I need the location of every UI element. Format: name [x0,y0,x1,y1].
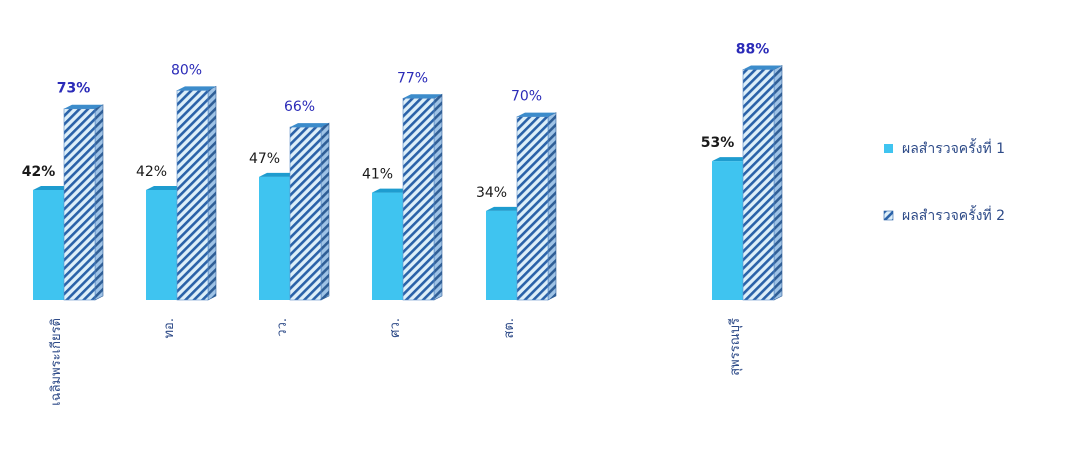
legend-swatch-1 [884,144,893,153]
bar-top [517,112,556,117]
bar-top [290,123,329,128]
bar-front [289,126,322,301]
bar-series2-2 [176,85,217,301]
bar-top [486,206,525,211]
bar-front [146,189,177,300]
bar-front [402,97,435,301]
value-labels-layer: 42% 73% 42% 80% 47% 66% 41% 77% 34% 70% 53% 88% [22,41,770,200]
bar-top [259,172,298,177]
bar-front [33,189,64,300]
bar-top [64,104,103,109]
bar-top [403,94,442,99]
bar-top [712,157,751,162]
bar-front [516,116,549,301]
value-label-series1-2: 42% [136,164,167,180]
value-label-series2-4: 77% [397,70,428,86]
bar-front [486,210,517,300]
bar-front [742,69,775,301]
bar-side [320,122,330,301]
category-label-6: สุพรรณบุรี [727,318,743,376]
value-label-series1-5: 34% [476,185,507,201]
bar-top [33,185,72,190]
bar-side [94,104,104,301]
bar-side [207,85,217,301]
legend-swatch-2 [883,210,894,221]
bar-side [547,112,557,301]
bar-front [712,161,743,300]
bar-front [176,90,209,301]
bars-layer [33,64,783,301]
value-label-series2-2: 80% [171,62,202,78]
bar-front [63,108,96,301]
bar-top [146,185,185,190]
bar-side [773,64,783,301]
category-labels-layer: เฉลิมพระเกียรติ ทอ. วว. ศว. สต. สุพรรณบุรี [48,318,743,406]
legend-label-1: ผลสำรวจครั้งที่ 1 [902,138,1005,157]
bar-series2-1 [63,104,104,301]
legend: ผลสำรวจครั้งที่ 1 ผลสำรวจครั้งที่ 2 [883,138,1005,224]
bar-series2-4 [402,93,443,301]
bar-series2-3 [289,122,330,301]
bar-series2-5 [516,112,557,301]
value-label-series1-3: 47% [249,151,280,167]
value-label-series2-3: 66% [284,99,315,115]
bar-side [433,93,443,301]
value-label-series2-1: 73% [57,81,91,97]
value-label-series1-6: 53% [701,135,735,151]
value-label-series2-5: 70% [511,89,542,105]
legend-label-2: ผลสำรวจครั้งที่ 2 [902,205,1005,224]
value-label-series2-6: 88% [736,41,770,57]
bar-top [372,188,411,193]
category-label-3: วว. [275,318,290,337]
value-label-series1-4: 41% [362,167,393,183]
category-label-1: เฉลิมพระเกียรติ [48,318,64,406]
category-label-4: ศว. [388,318,403,338]
bar-top [743,65,782,70]
bar-top [177,86,216,91]
bar-front [259,176,290,300]
bar-front [372,192,403,300]
legend-item-1: ผลสำรวจครั้งที่ 1 [884,138,1005,157]
category-label-2: ทอ. [162,318,177,339]
legend-item-2: ผลสำรวจครั้งที่ 2 [883,205,1005,224]
bar-series2-6 [742,64,783,301]
category-label-5: สต. [502,318,517,339]
value-label-series1-1: 42% [22,164,56,180]
